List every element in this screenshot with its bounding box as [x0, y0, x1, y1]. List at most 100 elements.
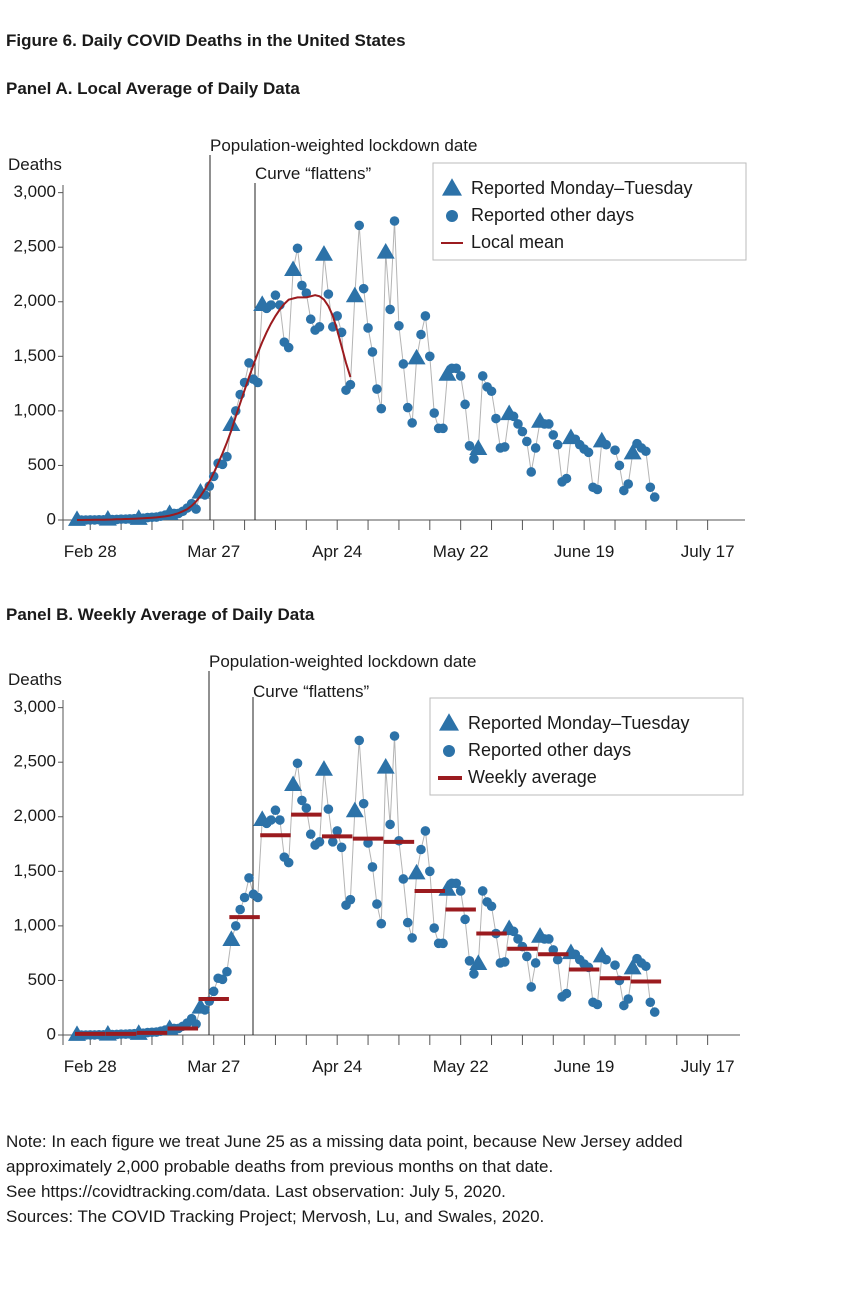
triangle-marker [314, 245, 333, 261]
triangle-marker [407, 348, 426, 365]
circle-marker [425, 866, 435, 877]
circle-marker [420, 826, 431, 836]
circle-marker [385, 304, 395, 315]
circle-marker [208, 986, 219, 997]
circle-marker [416, 329, 426, 340]
y-tick-label: 0 [47, 1024, 56, 1043]
circle-marker [363, 323, 373, 333]
y-tick-label: 1,500 [13, 346, 56, 365]
circle-marker [222, 451, 232, 462]
legend-triangle [439, 713, 459, 731]
circle-marker [389, 731, 400, 741]
circle-marker [367, 347, 378, 357]
circle-marker [230, 921, 241, 931]
circle-marker [222, 966, 232, 977]
circle-marker [460, 914, 470, 925]
circle-marker [508, 411, 519, 422]
circle-marker [354, 735, 365, 746]
circle-marker [270, 805, 281, 816]
circle-marker [301, 803, 312, 813]
circle-marker [530, 958, 541, 968]
annotation: Curve “flattens” [253, 682, 370, 701]
circle-marker [275, 815, 285, 825]
x-tick-label: Feb 28 [64, 542, 117, 561]
circle-marker [323, 804, 334, 814]
circle-marker [407, 418, 417, 428]
circle-marker [402, 917, 413, 928]
figure-title: Figure 6. Daily COVID Deaths in the Unit… [6, 31, 406, 50]
circle-marker [623, 479, 634, 489]
circle-marker [561, 473, 572, 484]
circle-marker [407, 933, 417, 943]
circle-marker [464, 440, 475, 451]
x-tick-label: May 22 [433, 542, 489, 561]
circle-marker [552, 439, 563, 450]
circle-marker [530, 443, 541, 453]
circle-marker [354, 220, 365, 231]
x-tick-label: Apr 24 [312, 1057, 362, 1076]
circle-marker [592, 484, 603, 495]
y-tick-label: 2,500 [13, 237, 56, 256]
circle-marker [649, 1007, 660, 1017]
circle-marker [513, 419, 523, 429]
circle-marker [526, 982, 537, 992]
circle-marker [610, 445, 620, 455]
x-tick-label: Apr 24 [312, 542, 362, 561]
triangle-marker [376, 757, 395, 774]
circle-marker [420, 311, 431, 321]
panel-title: Panel B. Weekly Average of Daily Data [6, 605, 315, 624]
circle-marker [451, 363, 462, 374]
circle-marker [345, 379, 356, 390]
circle-marker [544, 419, 554, 429]
note-line: See https://covidtracking.com/data. Last… [6, 1182, 506, 1201]
y-tick-label: 1,000 [13, 400, 56, 419]
circle-marker [513, 934, 523, 944]
circle-marker [217, 974, 228, 985]
circle-marker [499, 957, 510, 967]
triangle-marker [345, 286, 364, 303]
circle-marker [429, 923, 440, 933]
circle-marker [522, 436, 532, 447]
circle-marker [358, 798, 369, 809]
circle-marker [204, 481, 215, 491]
circle-marker [314, 322, 325, 332]
x-tick-label: July 17 [681, 542, 735, 561]
circle-marker [372, 384, 382, 394]
x-tick-label: July 17 [681, 1057, 735, 1076]
y-tick-label: 0 [47, 509, 56, 528]
legend-label: Reported Monday–Tuesday [468, 713, 689, 733]
legend-label: Local mean [471, 232, 564, 252]
circle-marker [416, 844, 426, 855]
circle-marker [297, 280, 307, 291]
y-axis-label: Deaths [8, 670, 62, 689]
y-tick-label: 3,000 [13, 697, 56, 716]
circle-marker [614, 460, 625, 471]
circle-marker [508, 926, 519, 937]
circle-marker [332, 826, 342, 836]
circle-marker [451, 878, 462, 889]
legend-label: Weekly average [468, 767, 597, 787]
circle-marker [464, 955, 475, 966]
y-tick-label: 2,500 [13, 752, 56, 771]
circle-marker [583, 447, 594, 458]
circle-marker [345, 894, 356, 905]
circle-marker [367, 862, 378, 872]
circle-marker [239, 892, 250, 903]
circle-marker [336, 842, 347, 853]
circle-marker [235, 904, 245, 915]
triangle-marker [438, 365, 457, 381]
circle-marker [398, 874, 409, 884]
circle-marker [455, 886, 466, 896]
circle-marker [327, 837, 338, 847]
circle-marker [645, 997, 656, 1008]
legend-label: Reported other days [468, 740, 631, 760]
x-tick-label: Mar 27 [187, 542, 240, 561]
circle-marker [270, 290, 281, 301]
circle-marker [394, 320, 404, 331]
circle-marker [552, 954, 563, 965]
x-tick-label: May 22 [433, 1057, 489, 1076]
circle-marker [358, 283, 369, 294]
legend-label: Reported other days [471, 205, 634, 225]
triangle-marker [284, 260, 303, 277]
